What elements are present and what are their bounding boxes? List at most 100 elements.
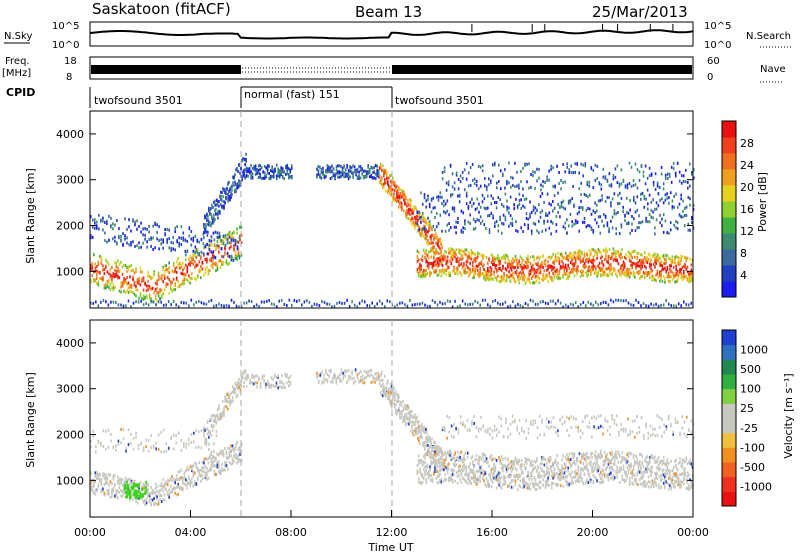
range-gate-cell: [420, 266, 422, 270]
range-gate-cell: [577, 251, 579, 255]
range-gate-cell: [254, 380, 257, 384]
range-gate-cell: [443, 204, 445, 208]
range-gate-cell: [213, 219, 215, 223]
range-gate-cell: [183, 441, 185, 445]
range-gate-cell: [552, 260, 554, 264]
range-gate-cell: [499, 280, 502, 284]
range-gate-cell: [598, 261, 601, 265]
range-gate-cell: [581, 273, 583, 277]
range-gate-cell: [203, 428, 205, 432]
range-gate-cell: [268, 299, 270, 302]
range-gate-cell: [182, 481, 184, 485]
range-gate-cell: [125, 304, 127, 308]
range-gate-cell: [416, 302, 419, 306]
range-gate-cell: [230, 444, 232, 448]
range-gate-cell: [226, 391, 229, 395]
range-gate-cell: [394, 405, 396, 409]
range-gate-cell: [256, 381, 258, 385]
range-gate-cell: [576, 162, 578, 166]
range-gate-cell: [377, 377, 380, 381]
range-gate-cell: [383, 182, 385, 186]
range-gate-cell: [482, 272, 484, 276]
range-gate-cell: [559, 264, 562, 268]
range-gate-cell: [615, 212, 617, 216]
range-gate-cell: [475, 264, 478, 268]
range-gate-cell: [144, 296, 146, 299]
range-gate-cell: [622, 272, 625, 276]
range-gate-cell: [461, 265, 464, 269]
range-gate-cell: [244, 370, 247, 373]
range-gate-cell: [603, 258, 606, 261]
range-gate-cell: [250, 173, 252, 177]
range-gate-cell: [488, 177, 490, 181]
range-gate-cell: [142, 303, 145, 307]
range-gate-cell: [506, 179, 508, 183]
range-gate-cell: [506, 208, 508, 212]
range-gate-cell: [243, 169, 245, 172]
range-gate-cell: [563, 270, 566, 274]
range-gate-cell: [520, 256, 523, 260]
range-gate-cell: [510, 263, 513, 267]
range-gate-cell: [218, 407, 220, 410]
range-gate-cell: [291, 176, 293, 180]
range-gate-cell: [624, 213, 626, 217]
colorbar-swatch: [722, 265, 736, 282]
range-gate-cell: [506, 199, 508, 203]
range-gate-cell: [547, 260, 549, 264]
range-gate-cell: [428, 229, 430, 233]
range-gate-cell: [380, 169, 383, 173]
range-gate-cell: [674, 257, 676, 261]
range-gate-cell: [481, 169, 484, 173]
range-gate-cell: [174, 269, 176, 273]
range-gate-cell: [158, 247, 160, 251]
range-gate-cell: [538, 276, 541, 280]
range-gate-cell: [257, 171, 260, 175]
range-gate-cell: [427, 241, 429, 245]
range-gate-cell: [117, 274, 119, 278]
range-gate-cell: [451, 269, 454, 273]
range-gate-cell: [439, 269, 441, 272]
range-gate-cell: [407, 421, 409, 425]
range-gate-cell: [177, 280, 179, 284]
range-gate-cell: [178, 266, 181, 270]
range-gate-cell: [479, 205, 482, 209]
range-gate-cell: [436, 265, 439, 269]
range-gate-cell: [275, 381, 278, 385]
range-gate-cell: [259, 164, 261, 168]
range-gate-cell: [204, 227, 206, 231]
range-gate-cell: [375, 376, 378, 380]
range-gate-cell: [132, 268, 134, 272]
range-gate-cell: [514, 185, 516, 189]
range-gate-cell: [448, 273, 450, 277]
range-gate-cell: [583, 251, 586, 255]
range-gate-cell: [512, 276, 514, 280]
range-gate-cell: [628, 259, 631, 263]
range-gate-cell: [154, 493, 157, 497]
range-gate-cell: [205, 302, 208, 306]
range-gate-cell: [185, 478, 187, 482]
range-gate-cell: [203, 236, 205, 240]
range-gate-cell: [623, 262, 626, 266]
range-gate-cell: [142, 449, 145, 453]
range-gate-cell: [592, 267, 595, 271]
range-gate-cell: [562, 275, 564, 279]
range-gate-cell: [557, 210, 559, 214]
range-gate-cell: [592, 186, 595, 190]
range-gate-cell: [91, 485, 94, 489]
range-gate-cell: [532, 281, 534, 285]
range-gate-cell: [148, 230, 150, 234]
range-gate-cell: [600, 268, 602, 272]
range-gate-cell: [441, 255, 444, 259]
range-gate-cell: [365, 175, 368, 179]
range-gate-cell: [547, 267, 549, 271]
range-gate-cell: [662, 213, 665, 217]
range-gate-cell: [255, 303, 258, 307]
range-gate-cell: [472, 227, 475, 231]
range-gate-cell: [485, 270, 488, 274]
range-gate-cell: [576, 221, 579, 224]
range-gate-cell: [158, 225, 160, 229]
range-gate-cell: [476, 301, 479, 305]
range-gate-cell: [203, 225, 205, 229]
range-gate-cell: [460, 230, 463, 234]
range-gate-cell: [412, 420, 414, 424]
